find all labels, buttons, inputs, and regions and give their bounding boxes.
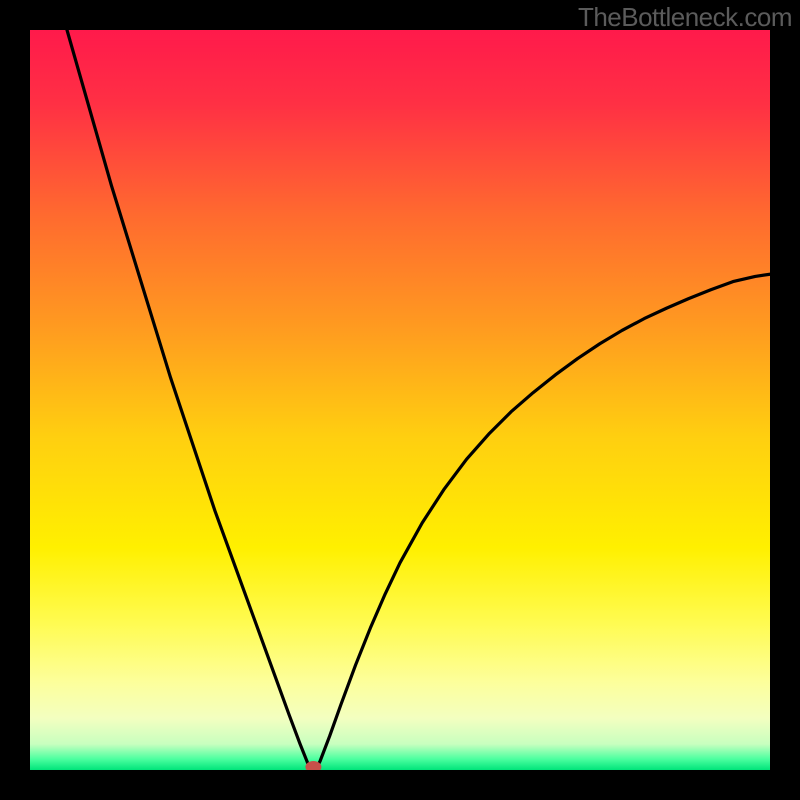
chart-container: TheBottleneck.com — [0, 0, 800, 800]
plot-area — [30, 30, 770, 770]
watermark-text: TheBottleneck.com — [578, 2, 792, 33]
gradient-background — [30, 30, 770, 770]
plot-svg — [30, 30, 770, 770]
